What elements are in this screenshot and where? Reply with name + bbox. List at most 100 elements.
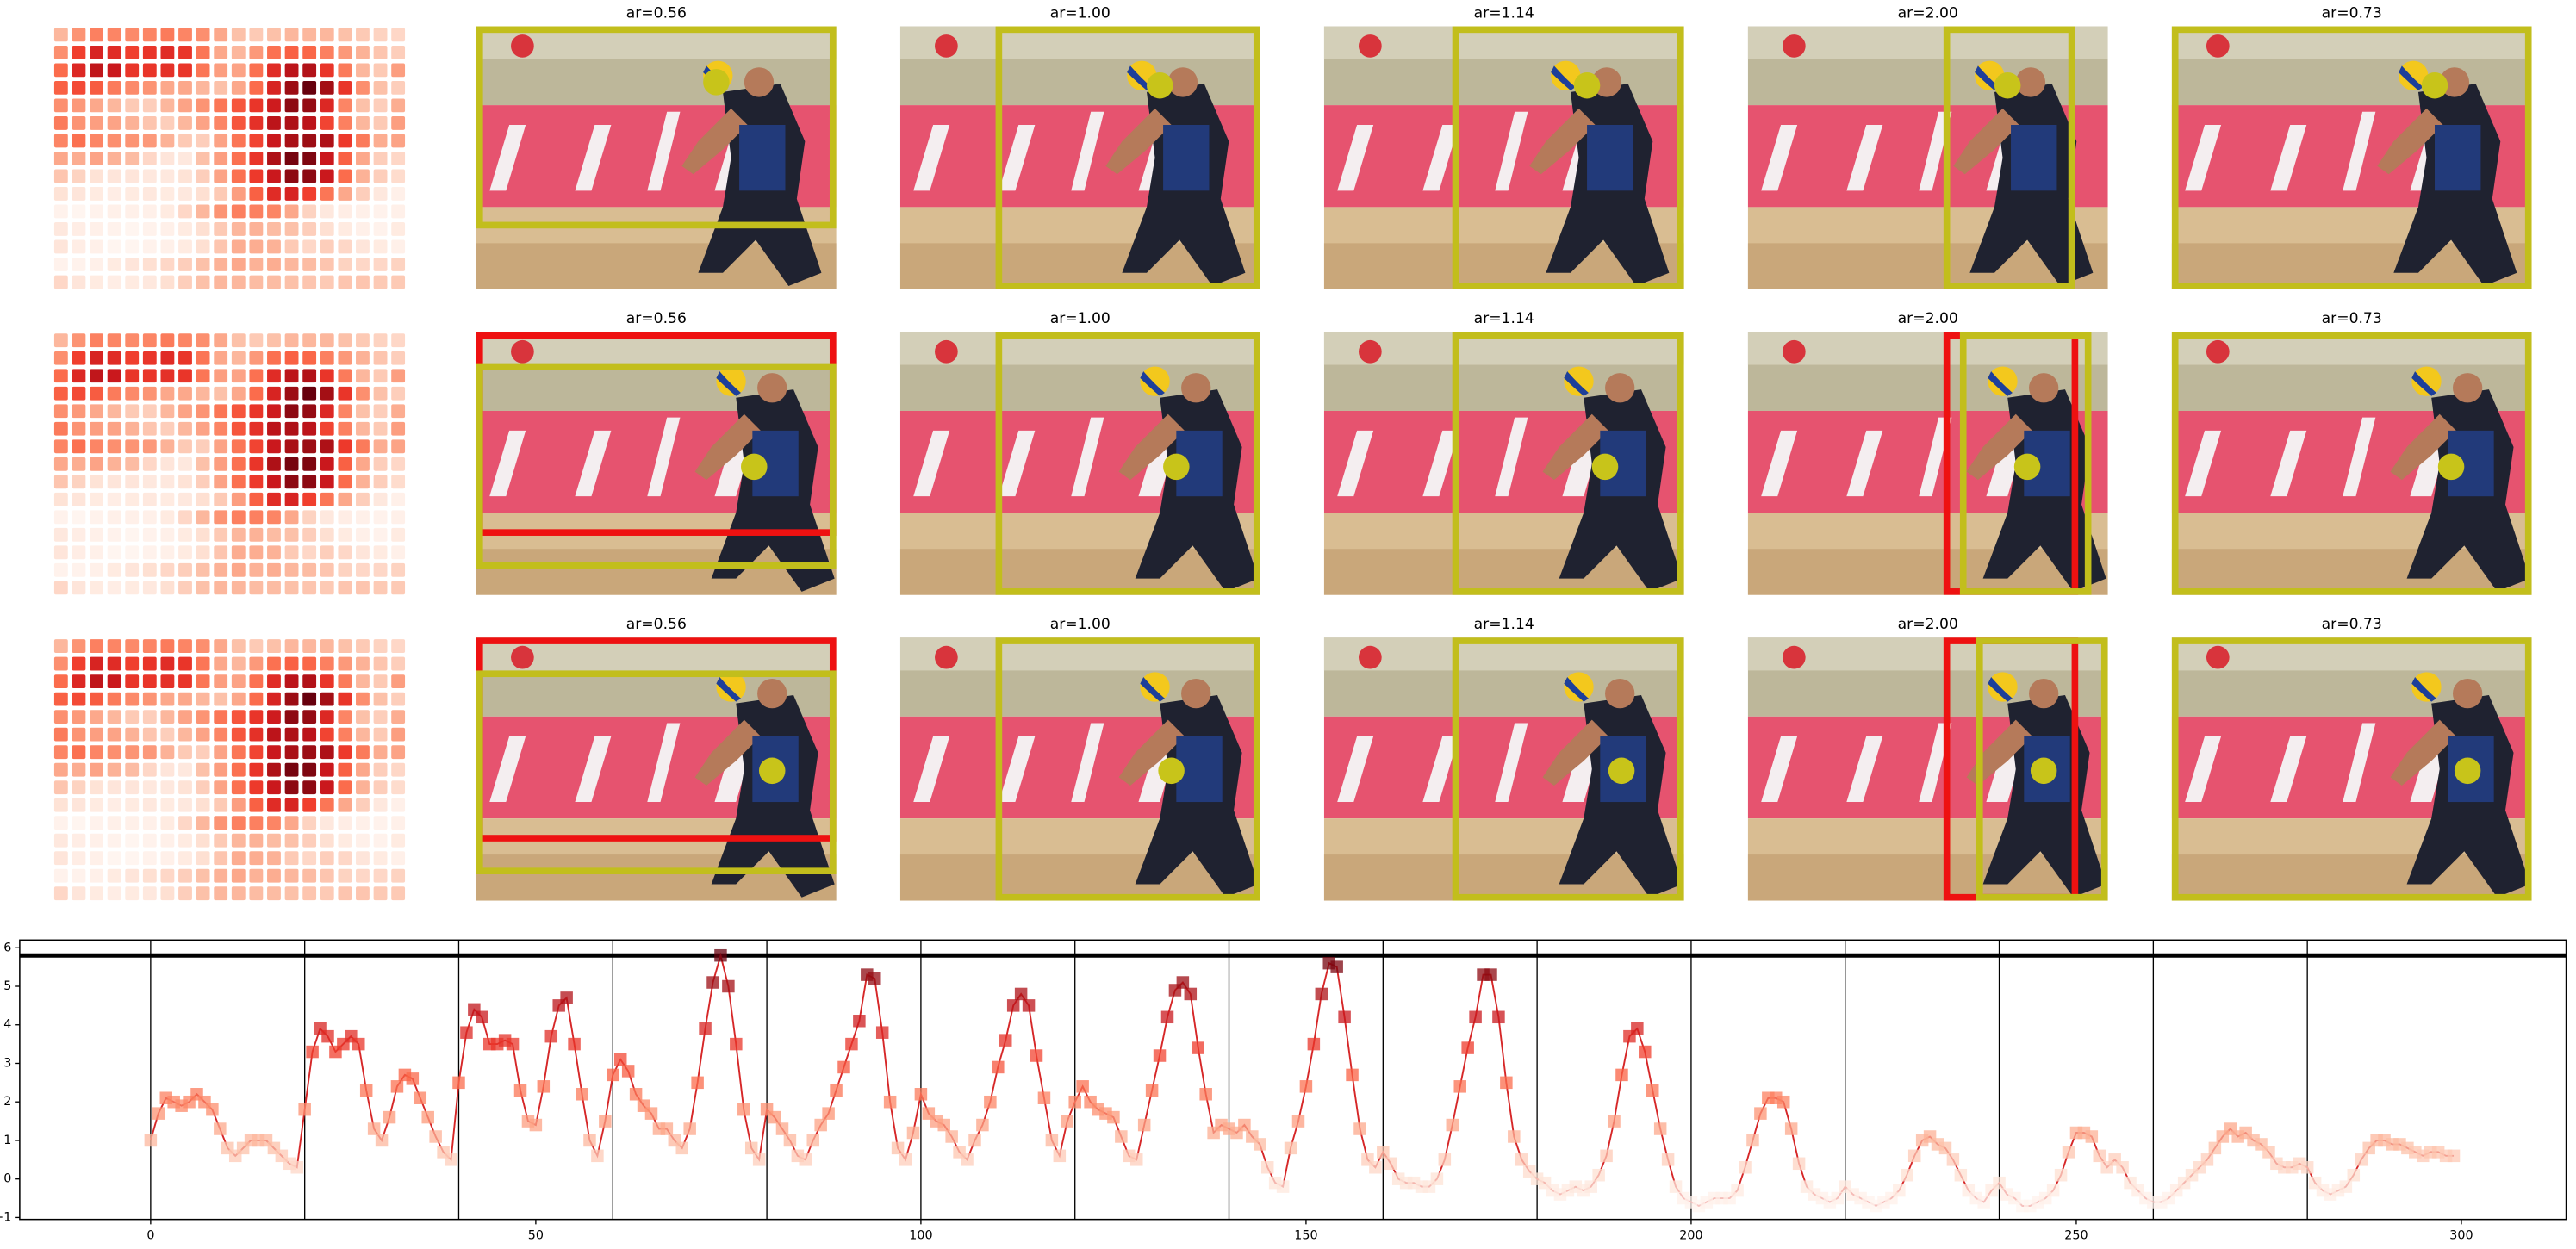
heatmap-cell: [178, 421, 192, 436]
heatmap-cell: [160, 527, 175, 542]
heatmap-cell: [267, 798, 281, 812]
heatmap-cell: [267, 204, 281, 219]
heatmap-cell: [90, 45, 103, 59]
heatmap-cell: [356, 639, 370, 654]
heatmap-cell: [142, 115, 157, 130]
heatmap-cell: [53, 457, 68, 471]
heatmap-cell: [178, 692, 192, 706]
heatmap-cell: [249, 492, 264, 506]
heatmap-cell: [373, 258, 388, 271]
heatmap-cell: [356, 187, 370, 201]
photo-sand-dark: [1323, 854, 1684, 901]
photo-wall-letter: [2343, 111, 2376, 191]
photo-ball-stripe: [1127, 65, 1152, 90]
heatmap-cell: [249, 545, 264, 560]
heatmap-cell: [231, 851, 246, 866]
heatmap-cell: [142, 692, 157, 706]
heatmap-cell: [249, 833, 264, 848]
heatmap-cell: [320, 727, 334, 742]
heatmap-cell: [249, 222, 264, 236]
heatmap-cell: [125, 275, 140, 289]
heatmap-cell: [320, 527, 334, 542]
crop-box: [995, 637, 1260, 901]
heatmap-cell: [72, 386, 86, 401]
heatmap-cell: [338, 780, 352, 795]
series-marker: [429, 1130, 442, 1143]
heatmap-cell: [107, 457, 121, 471]
heatmap-cell: [53, 45, 68, 59]
heatmap-cell: [90, 152, 103, 165]
photo-ball-stripe: [1140, 677, 1165, 702]
heatmap-cell: [53, 727, 68, 742]
heatmap-cell: [267, 780, 281, 795]
heatmap-cell: [196, 798, 210, 812]
heatmap-cell: [214, 63, 228, 78]
heatmap-cell: [267, 386, 281, 401]
heatmap-cell: [284, 798, 299, 812]
heatmap-cell: [72, 275, 86, 289]
photo-player-shirt: [739, 125, 786, 191]
series-marker: [1453, 1080, 1466, 1093]
heatmap-cell: [53, 475, 68, 489]
heatmap-cell: [53, 98, 68, 113]
heatmap-cell: [90, 63, 103, 78]
heatmap-cell: [142, 475, 157, 489]
heatmap-cell: [196, 692, 210, 706]
heatmap-cell: [231, 692, 246, 706]
heatmap-cell: [249, 239, 264, 254]
heatmap-cell: [302, 421, 317, 436]
heatmap-cell: [356, 527, 370, 542]
heatmap-cell: [125, 510, 140, 525]
panel-title: ar=0.56: [626, 310, 687, 327]
series-marker: [1129, 1153, 1143, 1166]
crop-box: [1452, 26, 1684, 289]
heatmap-cell: [302, 439, 317, 454]
heatmap-cell: [356, 439, 370, 454]
heatmap-cell: [231, 510, 246, 525]
heatmap-cell: [214, 833, 228, 848]
heatmap-cell: [72, 98, 86, 113]
panel-title: ar=2.00: [1898, 616, 1958, 633]
heatmap-cell: [391, 421, 406, 436]
heatmap-cell: [125, 134, 140, 148]
series-marker: [976, 1118, 989, 1132]
photo-logo: [935, 645, 958, 669]
heatmap-cell: [302, 63, 317, 78]
heatmap-cell: [267, 134, 281, 148]
photo: [1323, 332, 1684, 595]
heatmap-cell: [196, 510, 210, 525]
heatmap-cell: [302, 457, 317, 471]
heatmap-cell: [356, 545, 370, 560]
heatmap-cell: [338, 204, 352, 219]
heatmap-cell: [302, 833, 317, 848]
heatmap-cell: [90, 656, 103, 671]
heatmap-cell: [142, 187, 157, 201]
panel-title: ar=1.14: [1474, 616, 1534, 633]
heatmap-cell: [178, 169, 192, 183]
heatmap-cell: [72, 475, 86, 489]
heatmap-cell: [302, 369, 317, 383]
heatmap-cell: [160, 222, 175, 236]
heatmap-cell: [391, 386, 406, 401]
heatmap-cell: [90, 134, 103, 148]
heatmap-cell: [231, 258, 246, 271]
heatmap-cell: [338, 762, 352, 777]
series-marker: [906, 1126, 920, 1140]
panel-title: ar=1.14: [1474, 4, 1534, 22]
heatmap-cell: [231, 581, 246, 595]
series-marker: [937, 1118, 950, 1132]
heatmap-cell: [196, 545, 210, 560]
series-marker: [537, 1080, 551, 1093]
photo-wall-letter: [1761, 125, 1798, 191]
panel-title: ar=1.00: [1050, 616, 1111, 633]
heatmap-cell: [107, 187, 121, 201]
heatmap-cell: [373, 421, 388, 436]
heatmap-cell: [320, 369, 334, 383]
heatmap-cell: [196, 115, 210, 130]
heatmap-cell: [160, 404, 175, 419]
heatmap-cell: [249, 258, 264, 271]
series-marker: [390, 1080, 404, 1093]
heatmap-cell: [338, 527, 352, 542]
photo-sand-dark: [476, 854, 837, 901]
heatmap-cell: [249, 439, 264, 454]
